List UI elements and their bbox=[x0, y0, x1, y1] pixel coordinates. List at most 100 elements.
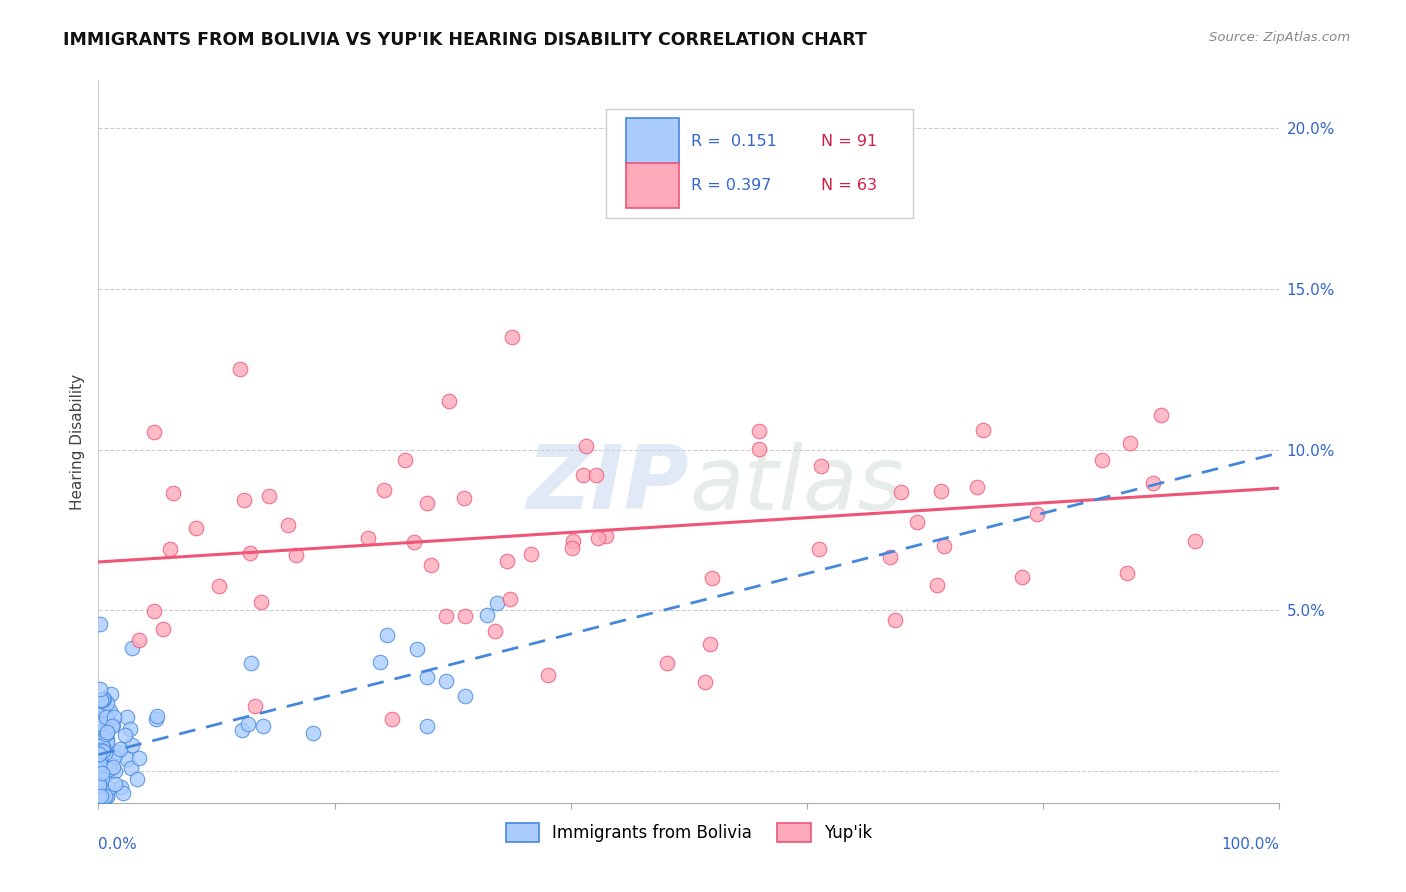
Point bbox=[90, 693, 112, 707]
Point bbox=[588, 531, 610, 545]
Point bbox=[232, 492, 254, 507]
Text: 0.0%: 0.0% bbox=[98, 838, 138, 853]
Point bbox=[807, 541, 830, 556]
Point bbox=[810, 458, 832, 473]
Point bbox=[98, 705, 121, 719]
Point bbox=[115, 709, 138, 723]
Point bbox=[381, 712, 404, 726]
Point bbox=[121, 739, 143, 753]
Point bbox=[1184, 534, 1206, 549]
Point bbox=[90, 755, 112, 769]
Point bbox=[499, 591, 522, 606]
Point bbox=[1118, 436, 1140, 450]
Point bbox=[94, 746, 117, 760]
Point bbox=[91, 709, 114, 723]
Point bbox=[748, 424, 770, 438]
Point bbox=[146, 708, 169, 723]
Point bbox=[700, 571, 723, 585]
Point bbox=[1142, 475, 1164, 490]
Point bbox=[655, 656, 678, 670]
Legend: Immigrants from Bolivia, Yup'ik: Immigrants from Bolivia, Yup'ik bbox=[499, 816, 879, 848]
Point bbox=[96, 697, 118, 711]
Text: IMMIGRANTS FROM BOLIVIA VS YUP'IK HEARING DISABILITY CORRELATION CHART: IMMIGRANTS FROM BOLIVIA VS YUP'IK HEARIN… bbox=[63, 31, 868, 49]
Point bbox=[231, 723, 253, 738]
Point bbox=[142, 425, 165, 440]
Point bbox=[96, 715, 118, 730]
Point bbox=[454, 609, 477, 624]
Point bbox=[357, 531, 380, 545]
Point bbox=[89, 789, 111, 804]
Point bbox=[486, 596, 509, 610]
Point bbox=[120, 761, 142, 775]
FancyBboxPatch shape bbox=[626, 163, 679, 209]
Point bbox=[159, 542, 181, 557]
Point bbox=[94, 789, 117, 804]
Point bbox=[87, 779, 110, 793]
Point bbox=[101, 718, 124, 732]
Point bbox=[89, 789, 111, 804]
Point bbox=[87, 789, 110, 803]
Point bbox=[91, 743, 114, 757]
Point bbox=[1011, 570, 1033, 584]
Point bbox=[89, 782, 111, 797]
Point bbox=[890, 485, 912, 500]
Point bbox=[100, 687, 122, 701]
Point bbox=[1150, 408, 1173, 422]
Point bbox=[475, 608, 498, 623]
Point bbox=[91, 693, 114, 707]
Point bbox=[114, 728, 136, 742]
Point bbox=[595, 529, 617, 543]
Point bbox=[883, 613, 905, 627]
Point bbox=[370, 655, 392, 669]
Point bbox=[699, 637, 721, 651]
Point bbox=[120, 722, 142, 736]
Point bbox=[972, 423, 994, 437]
Point bbox=[128, 633, 150, 648]
Point bbox=[96, 735, 118, 749]
Point bbox=[1091, 453, 1114, 467]
Point bbox=[277, 518, 299, 533]
Point bbox=[90, 702, 112, 716]
Point bbox=[695, 675, 717, 690]
Point bbox=[454, 689, 477, 703]
Point bbox=[96, 724, 118, 739]
Point bbox=[94, 762, 117, 776]
Point bbox=[108, 742, 131, 756]
Point bbox=[748, 442, 770, 457]
Point bbox=[537, 668, 560, 682]
Point bbox=[115, 751, 138, 765]
Text: Source: ZipAtlas.com: Source: ZipAtlas.com bbox=[1209, 31, 1350, 45]
Point bbox=[89, 717, 111, 731]
Point bbox=[1116, 566, 1139, 580]
Text: N = 91: N = 91 bbox=[821, 134, 877, 149]
Point bbox=[905, 515, 928, 529]
Point bbox=[90, 789, 112, 804]
Point bbox=[162, 485, 184, 500]
Text: N = 63: N = 63 bbox=[821, 178, 877, 194]
Point bbox=[373, 483, 395, 497]
Point bbox=[93, 758, 115, 772]
Point bbox=[453, 491, 475, 505]
Point bbox=[402, 535, 425, 549]
Point bbox=[302, 726, 325, 740]
Point bbox=[143, 604, 166, 618]
Point bbox=[208, 579, 231, 593]
Point bbox=[128, 751, 150, 765]
Text: atlas: atlas bbox=[689, 442, 904, 528]
Point bbox=[90, 743, 112, 757]
Point bbox=[87, 763, 110, 777]
Point bbox=[406, 642, 429, 657]
Point bbox=[96, 789, 118, 804]
Point bbox=[434, 673, 457, 688]
Point bbox=[89, 735, 111, 749]
Point bbox=[561, 533, 583, 548]
Point bbox=[89, 778, 111, 792]
Text: R =  0.151: R = 0.151 bbox=[692, 134, 778, 149]
Point bbox=[96, 732, 118, 747]
Point bbox=[103, 750, 125, 764]
Point bbox=[416, 719, 439, 733]
Point bbox=[252, 719, 274, 733]
Point bbox=[375, 628, 398, 642]
Point bbox=[104, 764, 127, 778]
Point bbox=[419, 558, 441, 572]
